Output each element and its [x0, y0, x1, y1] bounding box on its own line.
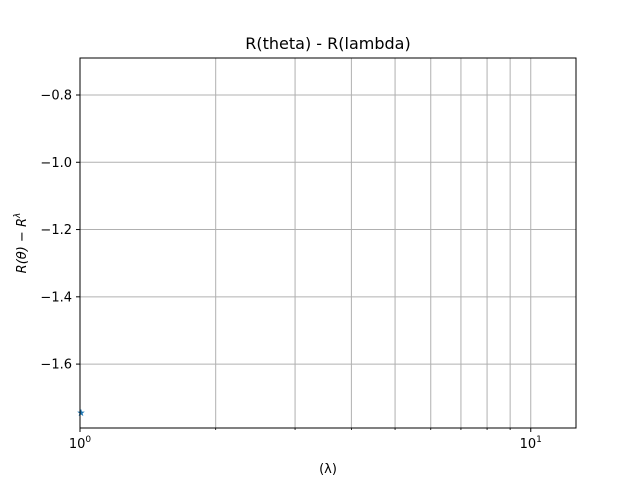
y-axis-ticks: −0.8 −1.0 −1.2 −1.4 −1.6 — [40, 89, 80, 373]
y-tick-label: −1.4 — [40, 290, 72, 305]
y-tick-label: −1.0 — [40, 156, 72, 171]
x-tick-label: 101 — [520, 435, 542, 452]
chart-title: R(theta) - R(lambda) — [245, 34, 410, 53]
y-axis-label-main: R(θ) − R — [15, 218, 30, 273]
y-tick-label: −1.2 — [40, 223, 72, 238]
x-tick-label-exponent: 0 — [85, 435, 91, 445]
y-axis-label-superscript: λ — [13, 213, 23, 219]
x-axis-ticks: 100 101 — [69, 428, 542, 452]
x-tick-label-base: 10 — [520, 437, 537, 452]
x-tick-label-exponent: 1 — [536, 435, 542, 445]
data-point — [77, 408, 85, 417]
x-tick-label: 100 — [69, 435, 92, 452]
data-points — [77, 408, 85, 417]
grid — [79, 58, 576, 428]
y-tick-label: −0.8 — [40, 89, 72, 104]
plot-frame — [79, 57, 577, 429]
y-axis-label: R(θ) − Rλ — [13, 213, 30, 274]
x-axis-label: (λ) — [319, 462, 337, 477]
x-tick-label-base: 10 — [69, 437, 86, 452]
y-tick-label: −1.6 — [40, 358, 72, 373]
